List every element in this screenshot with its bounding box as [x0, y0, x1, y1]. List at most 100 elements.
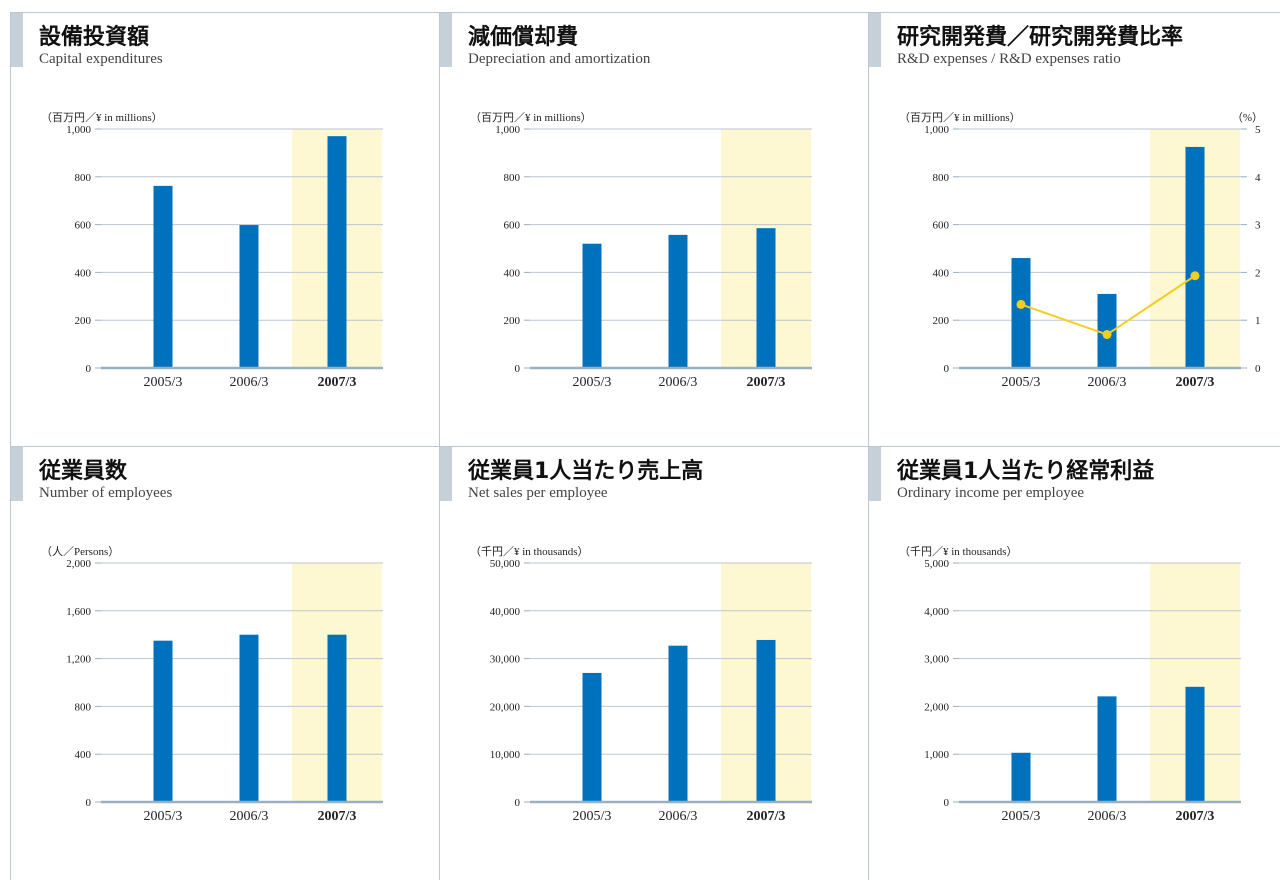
panel-net-sales-per-employee: 従業員1人当たり売上高 Net sales per employee （千円／¥… [440, 447, 868, 881]
y-tick-label: 400 [933, 267, 950, 279]
x-category-label: 2005/3 [1002, 375, 1041, 390]
grid-top-border [10, 12, 1280, 13]
grid-divider-2 [868, 12, 869, 880]
panel-subtitle: Depreciation and amortization [468, 51, 651, 67]
panel-subtitle: Net sales per employee [468, 485, 608, 501]
panel-rnd-expenses: 研究開発費／研究開発費比率 R&D expenses / R&D expense… [869, 13, 1284, 447]
bar-2005-3 [1011, 752, 1031, 802]
grid-divider-1 [439, 12, 440, 880]
chart-grid: 設備投資額 Capital expenditures （百万円／¥ in mil… [10, 12, 1280, 880]
y-tick-label: 5,000 [924, 558, 949, 570]
panel-title: 従業員1人当たり売上高 [468, 459, 704, 484]
y-tick-label: 40,000 [490, 606, 521, 618]
y2-tick-label: 1 [1255, 315, 1261, 327]
y-tick-label: 2,000 [924, 701, 949, 713]
panel-ordinary-income-per-employee: 従業員1人当たり経常利益 Ordinary income per employe… [869, 447, 1284, 881]
panel-title: 従業員1人当たり経常利益 [897, 459, 1155, 484]
y2-tick-label: 3 [1255, 220, 1261, 232]
y-axis-unit-label: （人／Persons） [41, 546, 120, 558]
bar-2005-3 [1011, 258, 1031, 368]
y-tick-label: 1,200 [66, 654, 91, 666]
y-tick-label: 2,000 [66, 558, 91, 570]
bar-2007-3 [756, 228, 776, 368]
x-category-label: 2007/3 [747, 809, 786, 824]
bar-2005-3 [582, 672, 602, 802]
x-category-label: 2006/3 [230, 375, 269, 390]
title-accent [440, 447, 452, 501]
y-tick-label: 4,000 [924, 606, 949, 618]
x-category-label: 2007/3 [318, 809, 357, 824]
panel-title: 減価償却費 [468, 25, 579, 50]
panel-capital-expenditures: 設備投資額 Capital expenditures （百万円／¥ in mil… [11, 13, 439, 447]
bar-2006-3 [239, 634, 259, 802]
y-axis-unit-label: （千円／¥ in thousands） [470, 546, 589, 558]
y2-tick-label: 4 [1255, 172, 1261, 184]
x-category-label: 2005/3 [573, 809, 612, 824]
bar-2006-3 [239, 225, 259, 368]
y-tick-label: 1,000 [495, 124, 520, 136]
title-accent [869, 13, 881, 67]
y-tick-label: 50,000 [490, 558, 521, 570]
x-category-label: 2005/3 [573, 375, 612, 390]
ordinary-income-per-employee-bar-chart: 0 1,000 2,000 3,000 4,000 5,000 2005/3 2006/3 20… [924, 558, 1241, 824]
x-category-label: 2006/3 [659, 809, 698, 824]
panel-subtitle: Number of employees [39, 485, 173, 501]
y-tick-label: 30,000 [490, 654, 521, 666]
x-category-label: 2006/3 [1088, 809, 1127, 824]
grid-middle-border [10, 446, 1280, 447]
y-tick-label: 1,600 [66, 606, 91, 618]
bar-2007-3 [756, 639, 776, 802]
y-tick-label: 800 [933, 172, 950, 184]
y-tick-label: 200 [504, 315, 521, 327]
title-accent [11, 447, 23, 501]
panel-subtitle: Capital expenditures [39, 51, 163, 67]
y-tick-label: 20,000 [490, 701, 521, 713]
x-category-label: 2005/3 [1002, 809, 1041, 824]
y-tick-label: 600 [933, 220, 950, 232]
x-category-label: 2005/3 [144, 809, 183, 824]
y-tick-label: 0 [944, 363, 950, 375]
y-axis-unit-label: （百万円／¥ in millions） [41, 112, 163, 124]
y2-tick-label: 5 [1255, 124, 1261, 136]
y-tick-label: 1,000 [924, 749, 949, 761]
y-tick-label: 0 [515, 363, 521, 375]
bar-2007-3 [1185, 146, 1205, 368]
x-category-label: 2006/3 [230, 809, 269, 824]
bar-2005-3 [582, 243, 602, 368]
y-tick-label: 10,000 [490, 749, 521, 761]
bar-2005-3 [153, 640, 173, 802]
panel-title: 従業員数 [39, 459, 128, 484]
y-tick-label: 0 [86, 797, 92, 809]
x-category-label: 2007/3 [747, 375, 786, 390]
y2-axis-unit-label: （%） [1231, 112, 1263, 124]
y-tick-label: 800 [75, 172, 92, 184]
title-accent [11, 13, 23, 67]
ratio-point-2005-3 [1016, 299, 1026, 309]
panel-employees: 従業員数 Number of employees （人／Persons） 0 40… [11, 447, 439, 881]
title-accent [440, 13, 452, 67]
x-category-label: 2007/3 [1176, 809, 1215, 824]
panel-title: 設備投資額 [39, 25, 150, 50]
y-axis-unit-label: （百万円／¥ in millions） [899, 112, 1021, 124]
y-axis-unit-label: （百万円／¥ in millions） [470, 112, 592, 124]
y-tick-label: 800 [504, 172, 521, 184]
y-tick-label: 400 [75, 749, 92, 761]
bar-2007-3 [327, 136, 347, 368]
y2-tick-label: 0 [1255, 363, 1261, 375]
bar-2006-3 [1097, 696, 1117, 802]
y-axis-unit-label: （千円／¥ in thousands） [899, 546, 1018, 558]
y-tick-label: 3,000 [924, 654, 949, 666]
y-tick-label: 0 [944, 797, 950, 809]
y-tick-label: 1,000 [66, 124, 91, 136]
depreciation-bar-chart: 0 200 400 600 800 1,000 2005/3 2006/3 2007/3 [495, 124, 812, 390]
x-category-label: 2006/3 [1088, 375, 1127, 390]
ratio-point-2006-3 [1102, 330, 1112, 340]
capex-bar-chart: 0 200 400 600 800 1,000 2005/3 2006/3 2007/3 [66, 124, 383, 390]
panel-depreciation: 減価償却費 Depreciation and amortization （百万円… [440, 13, 868, 447]
y-tick-label: 800 [75, 701, 92, 713]
y-tick-label: 400 [504, 267, 521, 279]
x-category-label: 2007/3 [1176, 375, 1215, 390]
employees-bar-chart: 0 400 800 1,200 1,600 2,000 2005/3 2006/3 2007/3 [66, 558, 383, 824]
panel-subtitle: Ordinary income per employee [897, 485, 1085, 501]
title-accent [869, 447, 881, 501]
